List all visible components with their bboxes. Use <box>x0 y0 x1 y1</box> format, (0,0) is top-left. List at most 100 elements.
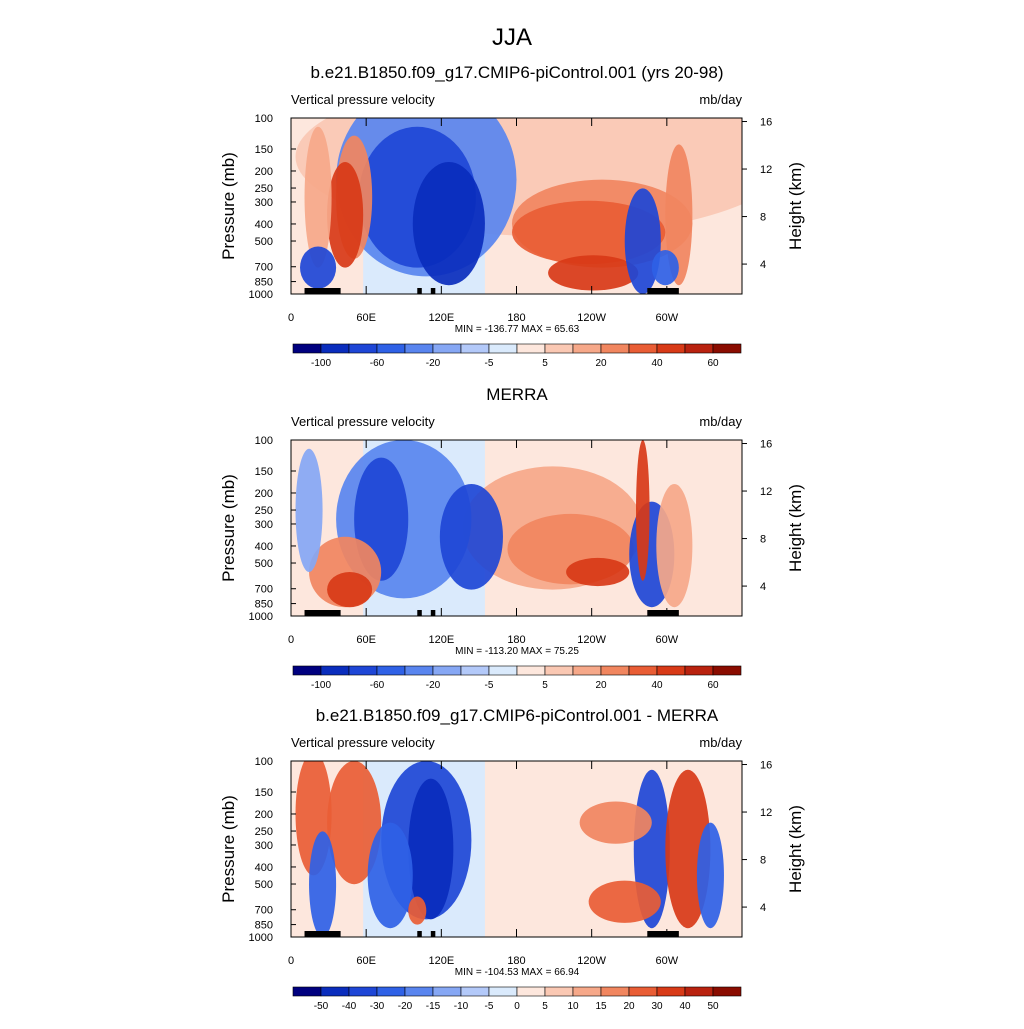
colorbar-swatch <box>544 986 574 997</box>
colorbar-label: -15 <box>426 1001 441 1012</box>
y-tick-label: 1000 <box>249 611 273 623</box>
topography-mask <box>327 610 341 616</box>
colorbar-label: -60 <box>370 358 385 369</box>
colorbar-swatch <box>292 986 322 997</box>
topography-mask <box>430 610 436 616</box>
right-axis-title: Height (km) <box>786 484 805 572</box>
field-contour <box>327 572 373 608</box>
x-tick-label: 120W <box>577 955 606 967</box>
colorbar-swatch <box>600 665 630 676</box>
field-contour <box>327 162 364 268</box>
field-contour <box>651 250 679 286</box>
field-name-label: Vertical pressure velocity <box>291 92 435 107</box>
topography-mask <box>417 610 422 616</box>
right-tick-label: 12 <box>760 807 772 819</box>
field-contour <box>309 831 337 937</box>
y-tick-label: 100 <box>255 113 273 125</box>
right-tick-label: 12 <box>760 486 772 498</box>
panel-title: MERRA <box>486 385 548 404</box>
x-tick-label: 120E <box>428 955 454 967</box>
field-contour <box>636 440 650 581</box>
panel-0: b.e21.B1850.f09_g17.CMIP6-piControl.001 … <box>219 63 805 369</box>
y-tick-label: 500 <box>255 558 273 570</box>
field-name-label: Vertical pressure velocity <box>291 735 435 750</box>
colorbar-swatch <box>376 665 406 676</box>
field-contour <box>408 778 454 920</box>
topography-mask <box>647 288 679 294</box>
colorbar-label: -20 <box>426 358 441 369</box>
y-tick-label: 250 <box>255 183 273 195</box>
y-tick-label: 200 <box>255 809 273 821</box>
colorbar-swatch <box>712 986 742 997</box>
colorbar-swatch <box>572 665 602 676</box>
field-map <box>291 118 742 294</box>
colorbar-swatch <box>656 986 686 997</box>
y-tick-label: 100 <box>255 756 273 768</box>
topography-mask <box>327 288 341 294</box>
field-contour <box>579 801 652 844</box>
field-contour <box>566 557 630 587</box>
colorbar-swatch <box>600 986 630 997</box>
y-axis-title: Pressure (mb) <box>219 474 238 582</box>
x-tick-label: 180 <box>507 312 525 324</box>
right-axis-title: Height (km) <box>786 805 805 893</box>
x-tick-label: 120E <box>428 634 454 646</box>
y-tick-label: 150 <box>255 466 273 478</box>
colorbar-swatch <box>572 343 602 354</box>
field-contour <box>367 822 413 929</box>
colorbar-label: 20 <box>623 1001 635 1012</box>
colorbar-label: 40 <box>651 680 663 691</box>
colorbar-swatch <box>292 665 322 676</box>
y-tick-label: 250 <box>255 505 273 517</box>
colorbar-swatch <box>516 343 546 354</box>
topography-mask <box>304 288 334 294</box>
colorbar-swatch <box>460 343 490 354</box>
colorbar-swatch <box>628 665 658 676</box>
y-axis-title: Pressure (mb) <box>219 795 238 903</box>
x-tick-label: 0 <box>288 634 294 646</box>
topography-mask <box>417 931 422 937</box>
topography-mask <box>647 931 679 937</box>
colorbar-swatch <box>320 986 350 997</box>
y-tick-label: 700 <box>255 905 273 917</box>
field-contour <box>327 761 382 885</box>
x-tick-label: 60E <box>356 312 376 324</box>
y-tick-label: 300 <box>255 519 273 531</box>
colorbar-label: -5 <box>485 1001 494 1012</box>
colorbar-label: 30 <box>651 1001 663 1012</box>
field-contour <box>412 162 485 286</box>
colorbar-label: -5 <box>485 680 494 691</box>
colorbar-swatch <box>516 986 546 997</box>
colorbar-label: -40 <box>342 1001 357 1012</box>
topography-mask <box>647 610 679 616</box>
field-contour <box>588 880 661 923</box>
right-axis-title: Height (km) <box>786 162 805 250</box>
colorbar-label: -30 <box>370 1001 385 1012</box>
colorbar-swatch <box>348 343 378 354</box>
panel-title: b.e21.B1850.f09_g17.CMIP6-piControl.001 … <box>311 63 724 82</box>
y-tick-label: 400 <box>255 862 273 874</box>
field-contour <box>304 126 332 268</box>
min-max-stats: MIN = -113.20 MAX = 75.25 <box>455 646 579 657</box>
colorbar-label: 10 <box>567 1001 579 1012</box>
colorbar-swatch <box>628 343 658 354</box>
colorbar-swatch <box>712 665 742 676</box>
units-label: mb/day <box>699 735 742 750</box>
x-tick-label: 120W <box>577 312 606 324</box>
y-tick-label: 100 <box>255 435 273 447</box>
colorbar-swatch <box>404 986 434 997</box>
y-tick-label: 850 <box>255 599 273 611</box>
colorbar-label: 50 <box>707 1001 719 1012</box>
colorbar-swatch <box>432 343 462 354</box>
field-contour <box>696 822 724 929</box>
colorbar-label: 40 <box>651 358 663 369</box>
topography-mask <box>430 931 436 937</box>
right-tick-label: 8 <box>760 534 766 546</box>
y-tick-label: 150 <box>255 787 273 799</box>
y-tick-label: 200 <box>255 166 273 178</box>
x-tick-label: 60E <box>356 634 376 646</box>
colorbar-swatch <box>348 986 378 997</box>
y-tick-label: 500 <box>255 236 273 248</box>
